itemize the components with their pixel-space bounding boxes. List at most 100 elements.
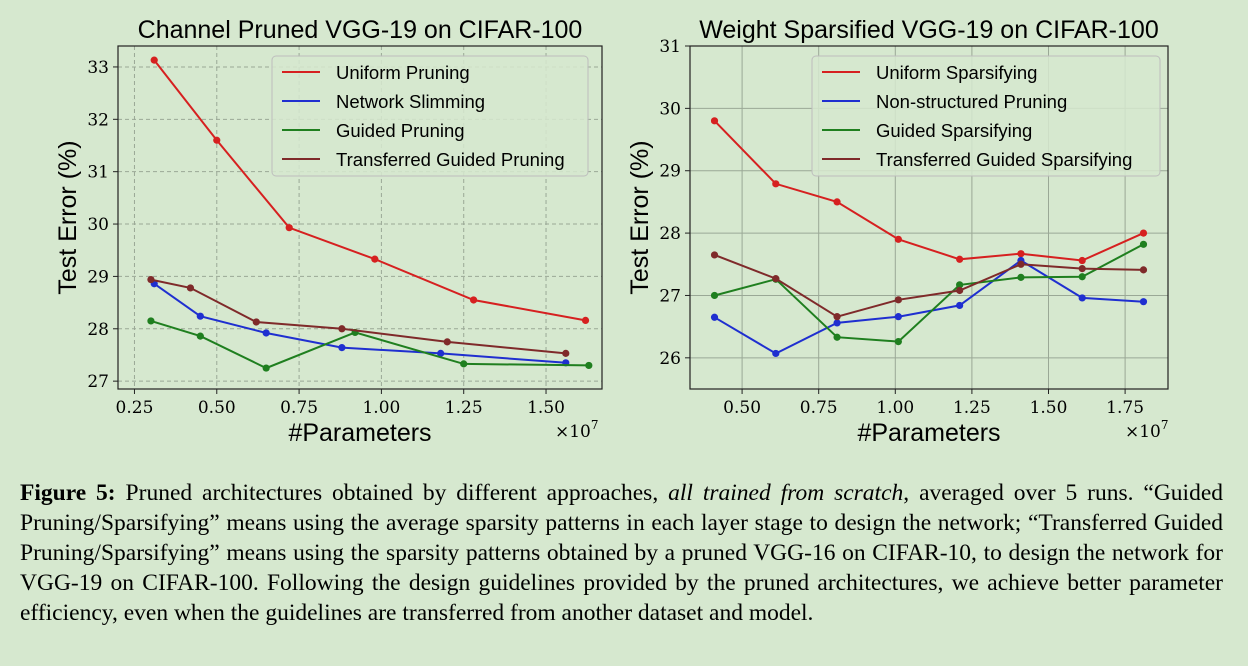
chart2-ytick-label-4: 30 [659,99,681,119]
chart2-title: Weight Sparsified VGG-19 on CIFAR-100 [699,16,1158,44]
chart2-series-0-point-4 [956,255,964,263]
chart1-series-2-point-5 [585,361,593,370]
figure-caption: Figure 5: Pruned architectures obtained … [20,478,1223,628]
chart2-series-2-point-3 [894,338,902,346]
chart1-x-exponent: 7 [591,418,599,432]
chart1-xlabel: #Parameters [288,419,431,447]
chart2-xtick-label-1: 0.75 [800,398,838,418]
chart2-series-3-point-4 [956,286,964,295]
chart2-plot-frame [689,45,1169,390]
chart1-legend-label-2: Guided Pruning [336,120,465,141]
caption-text-1: Pruned architectures obtained by differe… [115,480,669,506]
chart2-xtick-label-5: 1.75 [1106,398,1144,418]
chart1-series-2-point-0 [147,317,155,325]
caption-label: Figure 5: [20,480,116,506]
chart1-series-1-point-1 [196,312,204,320]
chart1-series-2-point-1 [196,332,204,340]
chart1-ytick-label-5: 32 [87,110,109,130]
chart2-series-1-point-6 [1078,294,1086,302]
chart2-x-multiplier: ×107 [1125,418,1169,442]
chart1-series-3-point-5 [562,349,570,357]
chart2-x-exponent: 7 [1161,418,1169,432]
chart1-series-1-point-2 [262,329,270,337]
chart1-series-line-3 [150,278,566,355]
chart2-ytick-label-0: 26 [659,349,681,369]
chart1-legend-label-1: Network Slimming [336,91,485,112]
chart2-xtick-label-2: 1.00 [876,398,914,418]
chart2-series-0-point-3 [894,235,902,243]
chart1-series-1-point-4 [437,349,445,357]
chart1-series-3-point-3 [338,325,346,333]
chart1-ytick-label-6: 33 [87,58,109,78]
chart1-series-0-point-2 [285,224,293,232]
chart2-ylabel: Test Error (%) [626,140,654,294]
caption-emphasis: all trained from scratch [668,480,904,506]
chart2-series-1-point-1 [772,349,780,358]
chart2-series-2-point-4 [956,281,964,289]
chart2-series-3-point-5 [1017,260,1025,268]
figure-charts: Channel Pruned VGG-19 on CIFAR-100 0.25 0.… [54,16,1169,447]
chart2-series-2-point-7 [1139,240,1148,248]
chart2-ytick-label-2: 28 [659,224,681,244]
chart2-xtick-label-4: 1.50 [1030,398,1068,418]
chart2-series-3-point-6 [1078,265,1086,273]
chart2-series-1-point-3 [894,313,902,321]
chart1-xtick-label-5: 1.50 [527,398,565,418]
chart2-legend-label-0: Uniform Sparsifying [876,62,1037,83]
chart1-series-0-point-0 [150,56,158,64]
chart2-series-line-1 [713,259,1144,355]
chart2-series-3-point-2 [833,313,841,321]
chart2-series-3-point-3 [894,296,902,304]
chart1-x-multiplier: ×107 [555,418,599,442]
chart1-legend-label-3: Transferred Guided Pruning [336,149,565,170]
chart1-ytick-label-2: 29 [87,267,109,287]
chart2-series-3-point-7 [1139,266,1148,274]
chart1-xtick-label-1: 0.50 [198,398,236,418]
chart2-series-1-point-0 [710,313,719,321]
chart2-xtick-label-0: 0.50 [723,398,761,418]
chart1-series-line-0 [153,59,586,322]
chart1-series-0-point-3 [371,255,379,263]
chart1-series-3-point-4 [443,338,451,346]
chart2-series-2-point-5 [1017,273,1025,281]
chart2-ytick-label-5: 31 [659,37,681,57]
chart1: Channel Pruned VGG-19 on CIFAR-100 0.25 0.… [54,16,603,447]
chart1-legend-label-0: Uniform Pruning [336,62,470,83]
chart1-series-1-point-3 [338,344,346,352]
chart2-series-0-point-2 [833,198,841,206]
chart2-xlabel: #Parameters [857,419,1000,447]
caption-text-2: , averaged over 5 runs. “Guided Pruning/… [20,480,1223,626]
chart1-ytick-label-4: 31 [87,163,109,183]
chart2-series-line-2 [714,243,1144,343]
chart2-ytick-label-1: 27 [659,286,681,306]
chart2-xtick-label-3: 1.25 [953,398,991,418]
chart2-series-3-point-0 [710,251,719,259]
chart2-ytick-label-3: 29 [659,162,681,182]
chart2-series-2-point-6 [1078,273,1086,281]
chart1-series-3-point-2 [252,318,260,326]
chart1-ytick-label-3: 30 [87,215,109,235]
chart2-series-line-0 [713,120,1144,262]
chart1-series-2-point-4 [460,360,468,368]
chart1-series-line-1 [153,282,566,364]
chart2-series-0-point-1 [772,180,780,188]
chart2-series-0-point-7 [1139,229,1148,237]
chart2-series-0-point-0 [710,117,719,125]
chart1-legend-box [271,55,589,177]
chart1-ytick-label-0: 27 [87,372,109,392]
chart2-series-3-point-1 [772,275,780,283]
chart1-title: Channel Pruned VGG-19 on CIFAR-100 [138,16,583,44]
chart1-xtick-label-2: 0.75 [280,398,318,418]
chart1-xtick-label-4: 1.25 [445,398,483,418]
chart1-ytick-label-1: 28 [87,320,109,340]
chart2: Weight Sparsified VGG-19 on CIFAR-100 0.5… [626,16,1169,447]
chart2-series-1-point-4 [956,301,964,310]
chart1-series-0-point-5 [581,316,590,324]
chart2-series-line-3 [714,253,1144,318]
chart1-series-2-point-2 [262,364,270,372]
chart1-xtick-label-3: 1.00 [362,398,400,418]
chart1-series-0-point-4 [469,296,478,304]
chart2-legend-label-3: Transferred Guided Sparsifying [876,149,1132,170]
chart1-plot-frame [117,45,603,390]
chart2-series-1-point-2 [833,319,841,327]
